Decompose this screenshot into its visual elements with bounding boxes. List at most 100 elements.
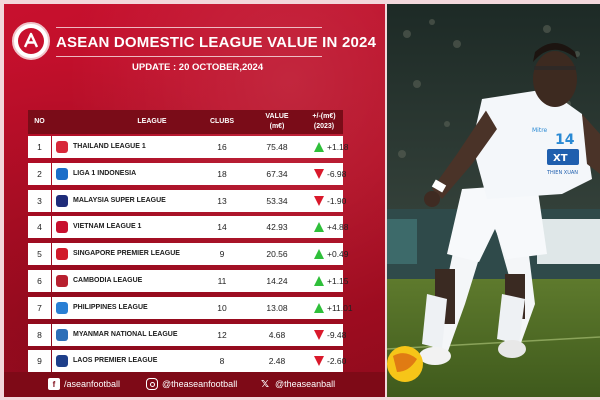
table-row: 8 MYANMAR NATIONAL LEAGUE 12 4.68 -9.48 bbox=[28, 323, 346, 346]
table-row: 1 THAILAND LEAGUE 1 16 75.48 +1.18 bbox=[28, 136, 349, 158]
clubs-count: 8 bbox=[219, 356, 225, 367]
league-value: 53.34 bbox=[266, 195, 288, 206]
row-body: CAMBODIA LEAGUE 11 14.24 +1.15 bbox=[52, 270, 349, 292]
table-header: NO LEAGUE CLUBS VALUE (m€) +/-(m€) (2023… bbox=[28, 110, 343, 134]
table-row: 3 MALAYSIA SUPER LEAGUE 13 53.34 -1.90 bbox=[28, 189, 346, 212]
arrow-down-icon bbox=[314, 356, 324, 367]
col-league: LEAGUE bbox=[137, 118, 167, 125]
row-number: 9 bbox=[28, 350, 51, 373]
instagram-link[interactable]: @theaseanfootball bbox=[146, 378, 237, 390]
value-change: +1.18 bbox=[327, 142, 349, 152]
arrow-up-icon bbox=[314, 302, 324, 313]
asean-football-logo bbox=[12, 22, 50, 60]
value-change: -2.60 bbox=[327, 356, 347, 367]
arrow-down-icon bbox=[314, 195, 324, 206]
facebook-handle: /aseanfootball bbox=[64, 379, 121, 389]
table-row: 6 CAMBODIA LEAGUE 11 14.24 +1.15 bbox=[28, 270, 349, 292]
change-cell: -2.60 bbox=[307, 350, 367, 372]
table-row: 7 PHILIPPINES LEAGUE 10 13.08 +11.01 bbox=[28, 296, 353, 319]
league-logo-icon bbox=[56, 355, 68, 368]
value-change: +4.88 bbox=[327, 222, 349, 233]
league-logo-icon bbox=[56, 275, 68, 287]
jersey-number: 14 bbox=[555, 132, 575, 148]
league-name: THAILAND LEAGUE 1 bbox=[73, 143, 146, 150]
row-number: 3 bbox=[28, 189, 51, 212]
player-illustration: 14 XT THIEN XUAN Mitre bbox=[387, 4, 600, 397]
row-number: 7 bbox=[28, 296, 51, 319]
update-date: UPDATE : 20 OCTOBER,2024 bbox=[132, 62, 264, 73]
change-cell: -1.90 bbox=[307, 190, 367, 212]
clubs-count: 11 bbox=[217, 276, 227, 286]
x-icon: 𝕏 bbox=[260, 378, 270, 390]
col-value-label: VALUE bbox=[265, 113, 289, 120]
title-rule-bottom bbox=[56, 56, 322, 57]
table-row: 4 VIETNAM LEAGUE 1 14 42.93 +4.88 bbox=[28, 216, 349, 239]
league-value-panel: ASEAN DOMESTIC LEAGUE VALUE IN 2024 UPDA… bbox=[4, 4, 385, 397]
row-number: 8 bbox=[28, 323, 51, 346]
table-row: 9 LAOS PREMIER LEAGUE 8 2.48 -2.60 bbox=[28, 350, 346, 373]
change-cell: +1.18 bbox=[307, 136, 367, 158]
row-body: SINGAPORE PREMIER LEAGUE 9 20.56 +0.49 bbox=[52, 243, 349, 266]
social-footer: f /aseanfootball @theaseanfootball 𝕏 @th… bbox=[4, 372, 385, 397]
arrow-up-icon bbox=[314, 142, 324, 152]
facebook-link[interactable]: f /aseanfootball bbox=[48, 378, 120, 390]
col-change-label: +/-(m€) bbox=[312, 113, 336, 120]
change-cell: -9.48 bbox=[307, 324, 367, 346]
change-cell: -6.98 bbox=[307, 163, 367, 185]
value-change: -6.98 bbox=[327, 168, 347, 179]
league-logo-icon bbox=[56, 221, 68, 234]
arrow-up-icon bbox=[314, 249, 324, 260]
row-body: LAOS PREMIER LEAGUE 8 2.48 -2.60 bbox=[52, 350, 346, 373]
row-number: 1 bbox=[28, 136, 51, 158]
league-name: VIETNAM LEAGUE 1 bbox=[73, 223, 142, 231]
value-change: +11.01 bbox=[327, 302, 353, 313]
value-change: -9.48 bbox=[327, 329, 347, 340]
col-no: NO bbox=[34, 118, 45, 125]
table-row: 5 SINGAPORE PREMIER LEAGUE 9 20.56 +0.49 bbox=[28, 243, 349, 266]
col-value: VALUE (m€) bbox=[247, 112, 307, 132]
clubs-count: 18 bbox=[217, 168, 227, 179]
league-value: 20.56 bbox=[266, 249, 288, 260]
row-number: 2 bbox=[28, 162, 51, 185]
row-body: MALAYSIA SUPER LEAGUE 13 53.34 -1.90 bbox=[52, 189, 346, 212]
league-value: 13.08 bbox=[266, 302, 288, 313]
clubs-count: 12 bbox=[217, 329, 227, 340]
jersey-sponsor-text: THIEN XUAN bbox=[546, 170, 578, 176]
arrow-up-icon bbox=[314, 276, 324, 286]
page-title: ASEAN DOMESTIC LEAGUE VALUE IN 2024 bbox=[56, 34, 377, 51]
league-value: 14.24 bbox=[266, 276, 288, 286]
change-cell: +4.88 bbox=[307, 216, 367, 238]
col-value-unit: (m€) bbox=[269, 123, 285, 130]
league-value: 2.48 bbox=[268, 356, 286, 367]
clubs-count: 13 bbox=[217, 195, 227, 206]
facebook-icon: f bbox=[48, 378, 60, 390]
league-logo-icon bbox=[56, 248, 68, 261]
arrow-down-icon bbox=[314, 168, 324, 179]
clubs-count: 16 bbox=[217, 142, 227, 152]
value-change: +1.15 bbox=[327, 276, 349, 286]
league-name: MALAYSIA SUPER LEAGUE bbox=[73, 196, 166, 204]
title-rule-top bbox=[56, 27, 322, 28]
row-body: PHILIPPINES LEAGUE 10 13.08 +11.01 bbox=[52, 296, 353, 319]
row-body: LIGA 1 INDONESIA 18 67.34 -6.98 bbox=[52, 162, 346, 185]
row-body: VIETNAM LEAGUE 1 14 42.93 +4.88 bbox=[52, 216, 349, 239]
col-change: +/-(m€) (2023) bbox=[303, 112, 345, 132]
arrow-down-icon bbox=[314, 329, 324, 340]
clubs-count: 9 bbox=[219, 249, 225, 260]
col-clubs: CLUBS bbox=[209, 118, 235, 125]
league-logo-icon bbox=[56, 167, 68, 180]
league-value: 42.93 bbox=[266, 222, 288, 233]
league-value: 75.48 bbox=[266, 142, 288, 152]
league-logo-icon bbox=[56, 301, 68, 314]
league-logo-icon bbox=[56, 141, 68, 153]
jersey-sponsor: XT bbox=[553, 153, 568, 164]
row-number: 4 bbox=[28, 216, 51, 239]
row-body: MYANMAR NATIONAL LEAGUE 12 4.68 -9.48 bbox=[52, 323, 346, 346]
league-name: LAOS PREMIER LEAGUE bbox=[73, 357, 158, 365]
league-name: PHILIPPINES LEAGUE bbox=[73, 303, 148, 311]
x-link[interactable]: 𝕏 @theaseanball bbox=[259, 378, 335, 390]
instagram-icon bbox=[146, 378, 158, 390]
row-body: THAILAND LEAGUE 1 16 75.48 +1.18 bbox=[52, 136, 349, 158]
change-cell: +0.49 bbox=[307, 243, 367, 265]
